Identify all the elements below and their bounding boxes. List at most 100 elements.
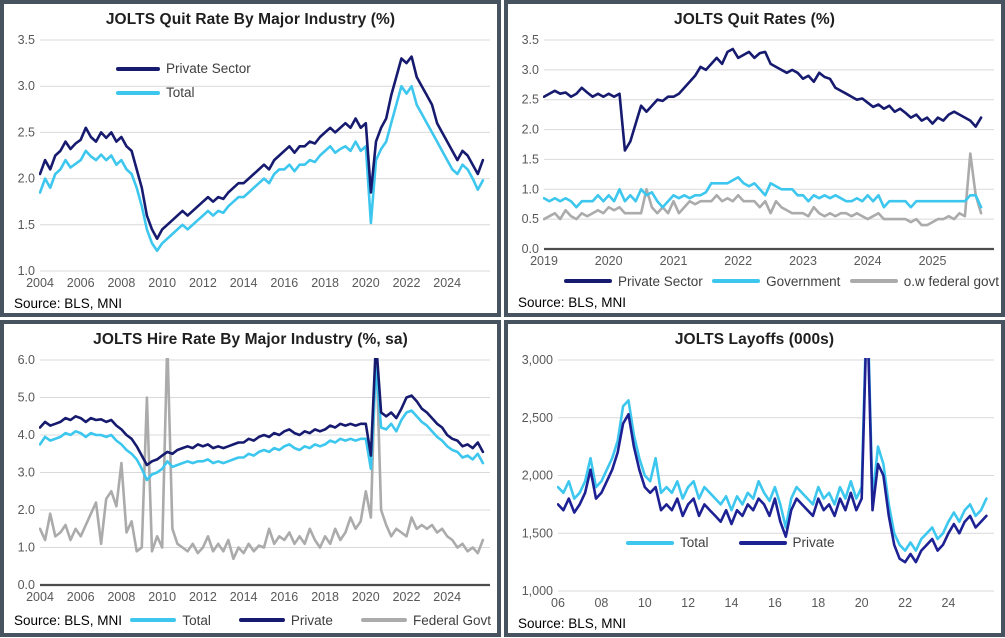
chart-area: 1,000 1,500 2,000 2,500 3,000 06 08 10 12 14 16 18 2… [508,351,1001,613]
source-note: Source: BLS, MNI [518,294,627,310]
svg-text:16: 16 [768,596,782,610]
legend-line-swatch [849,279,898,283]
svg-text:3.5: 3.5 [18,33,35,47]
svg-text:1,000: 1,000 [522,584,553,598]
legend-label: Private Sector [166,61,251,76]
chart-title: JOLTS Hire Rate By Major Industry (%, sa… [93,331,408,348]
svg-text:20: 20 [855,596,869,610]
svg-text:2025: 2025 [919,254,947,268]
legend-line-swatch [130,618,177,622]
legend-label: Federal Govt [412,612,491,628]
svg-text:1.0: 1.0 [18,264,35,278]
legend: Total Private Federal Govt [122,613,497,628]
legend-label: Private Sector [618,273,703,289]
legend-label: o.w federal govt [903,273,999,289]
hire-rate-by-industry-chart-panel: JOLTS Hire Rate By Major Industry (%, sa… [0,320,501,637]
svg-text:2018: 2018 [311,276,339,290]
svg-text:2014: 2014 [230,276,258,290]
svg-text:2018: 2018 [311,590,339,604]
svg-text:2.0: 2.0 [18,172,35,186]
svg-text:2.5: 2.5 [522,93,539,107]
legend-line-swatch [564,279,612,283]
svg-text:2022: 2022 [724,254,752,268]
legend-line-swatch [626,540,674,545]
footer-row: Source: BLS, MNI [508,291,1001,313]
legend-item: Private [238,613,333,628]
legend-line-swatch [712,279,761,283]
svg-text:2024: 2024 [433,590,461,604]
svg-text:1.0: 1.0 [522,182,539,196]
svg-text:24: 24 [941,596,955,610]
svg-text:2.0: 2.0 [18,503,35,517]
legend-line-swatch [360,618,407,622]
source-note: Source: BLS, MNI [14,295,123,311]
svg-text:1.5: 1.5 [522,152,539,166]
legend-item: Total [116,85,195,100]
legend-item: Total [626,535,709,550]
legend-item: o.w federal govt [849,273,999,289]
svg-text:2024: 2024 [854,254,882,268]
chart-canvas: 0.0 0.5 1.0 1.5 2.0 2.5 3.0 3.5 2019 2020 2021 2022… [522,33,994,268]
chart-title: JOLTS Layoffs (000s) [674,331,835,348]
svg-text:2004: 2004 [26,590,54,604]
svg-text:2019: 2019 [530,254,558,268]
svg-text:5.0: 5.0 [18,391,35,405]
svg-text:14: 14 [725,596,739,610]
svg-text:1.5: 1.5 [18,218,35,232]
chart-canvas: 1.0 1.5 2.0 2.5 3.0 3.5 2004 2006 2008 2010 2012 20… [18,33,490,290]
svg-text:3.0: 3.0 [18,466,35,480]
legend: Total Private [626,535,835,550]
svg-text:1.0: 1.0 [18,541,35,555]
svg-text:2020: 2020 [352,276,380,290]
svg-text:3.0: 3.0 [522,63,539,77]
svg-text:0.5: 0.5 [522,212,539,226]
legend-label: Private [792,535,835,550]
source-note: Source: BLS, MNI [518,615,627,631]
svg-text:0.0: 0.0 [18,578,35,592]
legend-item: Private [738,535,835,550]
svg-text:2,500: 2,500 [522,411,553,425]
svg-text:2.5: 2.5 [18,125,35,139]
legend-line-swatch [116,66,160,71]
chart-area: 0.0 0.5 1.0 1.5 2.0 2.5 3.0 3.5 2019 2020 2021 2022… [508,31,1001,271]
legend-item: Government [712,274,840,289]
svg-text:2006: 2006 [67,276,95,290]
chart-canvas: 1,000 1,500 2,000 2,500 3,000 06 08 10 12 14 16 18 2… [522,353,994,610]
svg-text:4.0: 4.0 [18,428,35,442]
svg-text:2022: 2022 [393,276,421,290]
svg-text:08: 08 [594,596,608,610]
legend-line-swatch [738,540,787,545]
chart-area: 0.0 1.0 2.0 3.0 4.0 5.0 6.0 2004 2006 2008 2010 201… [4,351,497,607]
svg-text:2008: 2008 [107,276,135,290]
svg-text:2012: 2012 [189,590,217,604]
svg-text:12: 12 [681,596,695,610]
svg-text:2,000: 2,000 [522,469,553,483]
svg-text:2010: 2010 [148,276,176,290]
svg-text:2008: 2008 [107,590,135,604]
svg-text:2021: 2021 [660,254,688,268]
svg-text:2020: 2020 [352,590,380,604]
svg-text:1,500: 1,500 [522,526,553,540]
svg-text:18: 18 [811,596,825,610]
chart-title: JOLTS Quit Rate By Major Industry (%) [105,11,396,28]
svg-text:2012: 2012 [189,276,217,290]
svg-text:2016: 2016 [270,590,298,604]
footer-row: Source: BLS, MNI Total Private Federal Gov… [4,607,497,633]
quit-rate-by-industry-chart-panel: JOLTS Quit Rate By Major Industry (%) 1.… [0,0,501,317]
svg-text:2.0: 2.0 [522,123,539,137]
legend-label: Government [766,273,841,289]
footer-row: Source: BLS, MNI [4,293,497,313]
chart-title: JOLTS Quit Rates (%) [673,11,836,28]
svg-text:10: 10 [638,596,652,610]
svg-text:2020: 2020 [595,254,623,268]
legend-label: Total [166,85,195,100]
svg-text:06: 06 [551,596,565,610]
svg-text:2006: 2006 [67,590,95,604]
svg-text:6.0: 6.0 [18,353,35,367]
legend-item: Private Sector [564,274,703,289]
quit-rates-chart-panel: JOLTS Quit Rates (%) 0.0 0.5 1.0 1.5 2.0 2.5 3… [504,0,1005,317]
layoffs-chart-panel: JOLTS Layoffs (000s) 1,000 1,500 2,000 2,50… [504,320,1005,637]
legend-line-swatch [238,618,285,622]
svg-text:2010: 2010 [148,590,176,604]
